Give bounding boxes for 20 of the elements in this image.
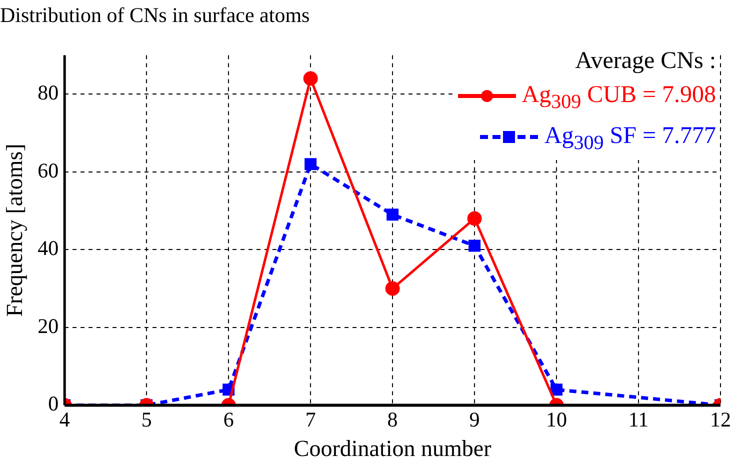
y-tick-label: 60 <box>38 158 59 182</box>
y-tick-label: 80 <box>38 80 59 105</box>
x-tick-label: 12 <box>710 407 731 432</box>
y-tick-label: 20 <box>38 314 59 338</box>
legend-title: Average CNs : <box>574 47 716 76</box>
x-tick-label: 6 <box>223 407 234 432</box>
legend-label: Ag$_{309}$ SF = 7.777 <box>544 122 716 154</box>
chart-title: Distribution of CNs in surface atoms <box>0 3 310 28</box>
x-tick-label: 9 <box>469 407 480 432</box>
x-tick-label: 7 <box>305 407 316 432</box>
x-axis-title: Coordination number <box>294 436 492 462</box>
x-tick-label: 10 <box>546 407 568 432</box>
x-tick-label: 11 <box>628 407 649 432</box>
x-tick-label: 5 <box>141 407 152 432</box>
legend-label: Ag$_{309}$ CUB = 7.908 <box>522 82 716 113</box>
y-tick-label: 0 <box>48 392 59 416</box>
x-tick-label: 4 <box>59 407 70 432</box>
x-tick-label: 8 <box>387 407 398 432</box>
y-axis-title: Frequency [atoms] <box>2 144 27 317</box>
y-tick-label: 40 <box>38 236 59 260</box>
